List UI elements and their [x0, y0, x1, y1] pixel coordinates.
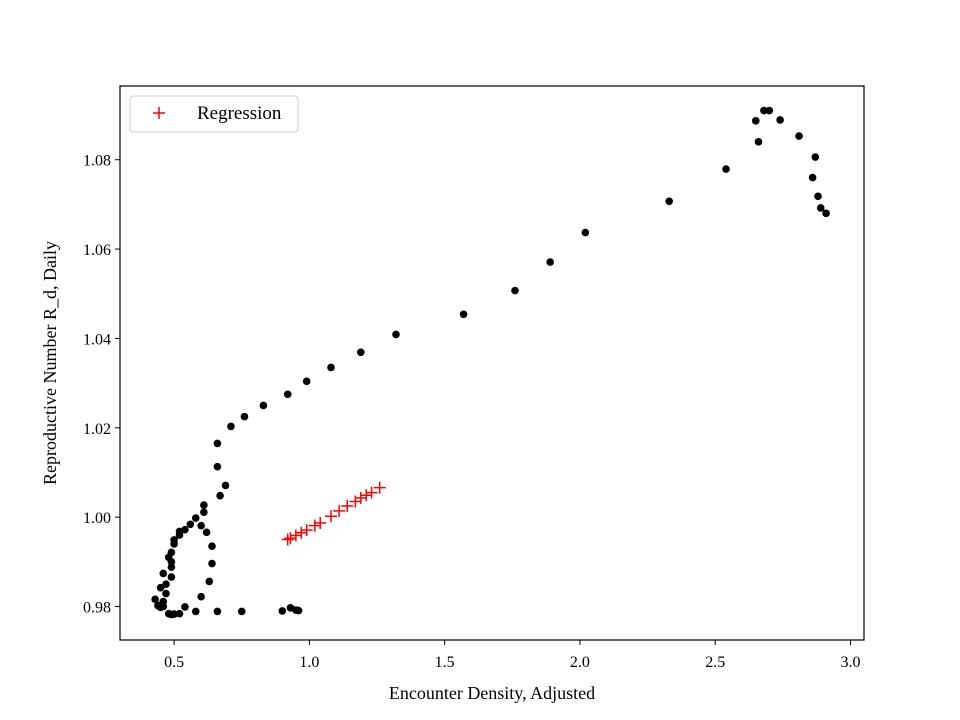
data-point-48	[283, 390, 292, 399]
data-point-20	[191, 514, 200, 522]
plot-marks	[151, 106, 830, 619]
x-tick-label-2: 1.5	[435, 654, 455, 671]
data-point-47	[259, 401, 268, 410]
data-point-34	[164, 609, 173, 618]
data-point-29	[191, 607, 200, 616]
data-point-37	[278, 607, 287, 615]
data-point-25	[208, 542, 216, 550]
legend-plus-marker	[153, 107, 165, 119]
data-point-68	[816, 204, 825, 212]
data-point-64	[795, 132, 803, 140]
data-point-50	[327, 363, 335, 372]
data-point-57	[665, 197, 674, 206]
y-axis: 0.98 1.00 1.02 1.04 1.06 1.08	[83, 153, 120, 616]
regression-point-8	[333, 504, 346, 517]
data-point-49	[302, 377, 311, 386]
y-tick-label-4: 1.06	[83, 242, 111, 259]
data-point-27	[205, 577, 214, 586]
data-point-54	[511, 286, 519, 295]
y-tick-label-1: 1.00	[83, 510, 111, 527]
data-point-67	[814, 192, 822, 201]
plot-frame	[119, 85, 865, 641]
legend: Regression	[129, 95, 299, 133]
regression-point-0	[281, 533, 294, 546]
data-point-13	[167, 548, 176, 557]
legend-label-regression: Regression	[197, 103, 282, 124]
x-tick-label-1: 1.0	[299, 654, 319, 671]
data-point-63	[776, 116, 784, 124]
data-point-56	[581, 228, 590, 237]
data-point-17	[175, 531, 184, 539]
regression-point-3	[295, 526, 308, 539]
data-point-11	[167, 573, 176, 581]
data-point-58	[722, 165, 730, 173]
data-point-55	[546, 258, 554, 266]
x-tick-label-4: 2.5	[705, 654, 725, 671]
data-point-36	[237, 607, 246, 616]
data-point-44	[213, 439, 222, 448]
data-point-30	[181, 603, 189, 611]
x-tick-label-3: 2.0	[570, 654, 590, 671]
y-tick-label-2: 1.02	[83, 421, 111, 438]
data-point-41	[216, 491, 224, 500]
data-point-26	[208, 559, 216, 568]
data-point-43	[213, 462, 222, 471]
data-point-8	[162, 580, 170, 588]
data-point-10	[167, 563, 176, 571]
data-point-45	[227, 422, 235, 431]
data-point-6	[159, 569, 168, 578]
y-tick-label-0: 0.98	[83, 599, 111, 616]
regression-point-2	[289, 529, 302, 542]
regression-point-14	[373, 481, 386, 494]
data-point-15	[170, 536, 178, 544]
data-point-35	[213, 607, 222, 616]
data-point-18	[181, 525, 189, 534]
data-point-53	[459, 310, 468, 319]
data-point-42	[221, 481, 230, 490]
data-point-19	[186, 520, 195, 529]
data-point-0	[151, 595, 159, 604]
regression-point-4	[300, 524, 313, 537]
regression-point-13	[365, 486, 378, 499]
regression-point-5	[308, 519, 321, 532]
data-point-5	[156, 583, 165, 592]
legend-plus-icon	[153, 107, 165, 119]
y-axis-label: Reproductive Number R_d, Daily	[40, 241, 60, 485]
data-point-59	[754, 138, 763, 146]
data-point-60	[751, 117, 760, 125]
data-point-22	[200, 508, 208, 517]
x-axis-label: Encounter Density, Adjusted	[389, 683, 595, 703]
data-point-7	[162, 589, 170, 598]
x-tick-label-0: 0.5	[164, 654, 184, 671]
y-tick-label-3: 1.04	[83, 331, 111, 348]
data-point-62	[765, 106, 774, 115]
data-point-21	[197, 521, 205, 530]
data-point-4	[159, 597, 168, 606]
regression-point-1	[284, 532, 297, 545]
regression-point-6	[314, 516, 327, 529]
data-point-65	[811, 153, 820, 161]
data-point-51	[356, 348, 365, 357]
regression-point-7	[325, 510, 338, 523]
data-point-23	[200, 501, 208, 509]
data-point-52	[392, 330, 400, 339]
x-tick-label-5: 3.0	[840, 654, 860, 671]
data-point-28	[197, 592, 205, 601]
data-point-24	[202, 528, 211, 537]
legend-box	[129, 95, 299, 133]
data-point-40	[294, 606, 303, 615]
data-point-12	[167, 558, 176, 566]
regression-point-11	[354, 491, 367, 504]
data-point-66	[808, 173, 817, 182]
regression-point-9	[341, 499, 354, 512]
data-point-46	[240, 412, 249, 421]
x-axis: 0.5 1.0 1.5 2.0 2.5 3.0	[164, 640, 860, 671]
regression-point-12	[360, 489, 373, 502]
y-tick-label-5: 1.08	[83, 153, 111, 170]
data-point-69	[822, 209, 830, 218]
data-point-61	[760, 106, 768, 115]
